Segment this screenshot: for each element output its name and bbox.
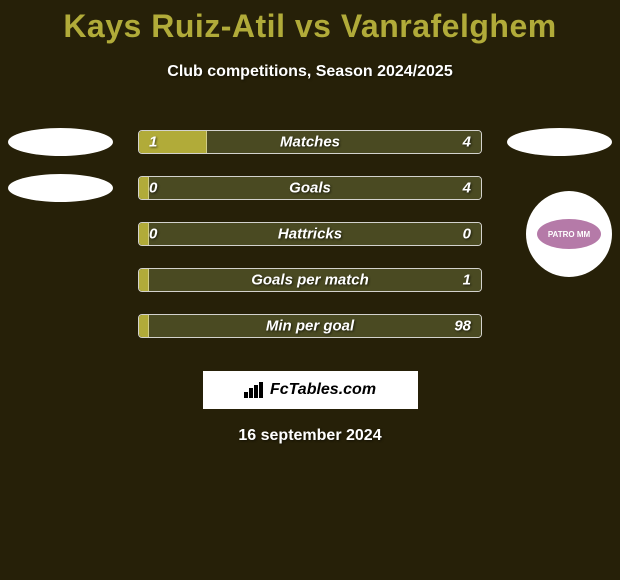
right-value: 0 <box>463 226 471 243</box>
chart-area: 1 4 Matches 0 4 Goals 0 0 Hattricks PATRO MM 1 Goal… <box>0 119 620 349</box>
left-value: 1 <box>149 134 157 151</box>
stat-row: 1 4 Matches <box>0 119 620 165</box>
bar-left-fill <box>139 315 149 337</box>
stat-bar: 1 4 Matches <box>138 130 482 154</box>
stat-row: 98 Min per goal <box>0 303 620 349</box>
stat-label: Min per goal <box>266 318 354 335</box>
bar-left-fill <box>139 223 149 245</box>
stat-label: Goals per match <box>251 272 369 289</box>
stat-bar: 98 Min per goal <box>138 314 482 338</box>
page-title: Kays Ruiz-Atil vs Vanrafelghem <box>0 0 620 45</box>
team-badge-left <box>8 174 113 202</box>
left-value: 0 <box>149 180 157 197</box>
right-value: 4 <box>463 134 471 151</box>
chart-container: Kays Ruiz-Atil vs Vanrafelghem Club comp… <box>0 0 620 580</box>
stat-label: Goals <box>289 180 331 197</box>
footer-logo-text: FcTables.com <box>270 381 376 399</box>
team-badge-right <box>507 128 612 156</box>
stat-row: 0 0 Hattricks PATRO MM <box>0 211 620 257</box>
bars-icon <box>244 382 264 398</box>
team-badge-left <box>8 128 113 156</box>
stat-bar: 0 0 Hattricks <box>138 222 482 246</box>
stat-row: 1 Goals per match <box>0 257 620 303</box>
stat-bar: 0 4 Goals <box>138 176 482 200</box>
right-value: 4 <box>463 180 471 197</box>
stat-label: Hattricks <box>278 226 342 243</box>
subtitle: Club competitions, Season 2024/2025 <box>0 63 620 81</box>
left-value: 0 <box>149 226 157 243</box>
team-badge-text: PATRO MM <box>535 217 603 251</box>
right-value: 1 <box>463 272 471 289</box>
date-label: 16 september 2024 <box>0 427 620 445</box>
stat-label: Matches <box>280 134 340 151</box>
bar-left-fill <box>139 177 149 199</box>
bar-right-fill <box>207 131 481 153</box>
stat-bar: 1 Goals per match <box>138 268 482 292</box>
stat-row: 0 4 Goals <box>0 165 620 211</box>
bar-left-fill <box>139 269 149 291</box>
footer-logo: FcTables.com <box>203 371 418 409</box>
right-value: 98 <box>454 318 471 335</box>
